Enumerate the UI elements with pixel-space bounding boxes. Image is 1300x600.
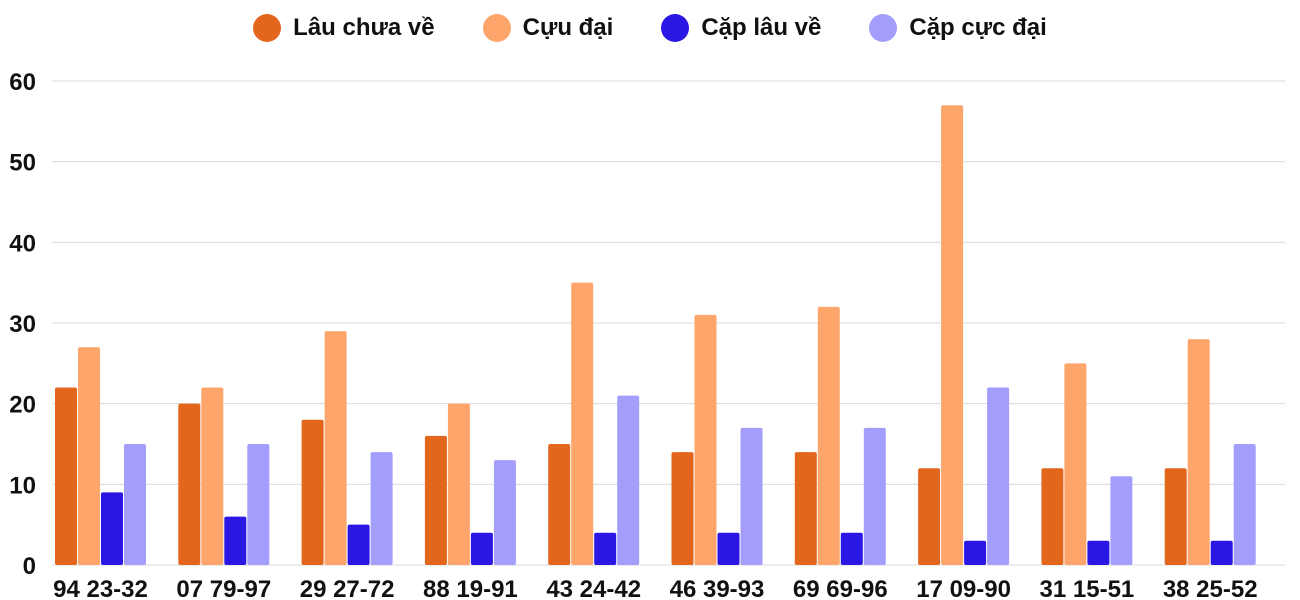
legend-item[interactable]: Cặp cực đại	[869, 14, 1047, 42]
bar[interactable]	[794, 452, 817, 565]
x-tick-label: 38 25-52	[1163, 576, 1258, 600]
bar[interactable]	[1164, 468, 1187, 565]
x-tick-label: 94 23-32	[53, 576, 148, 600]
bar[interactable]	[1110, 476, 1133, 565]
bar[interactable]	[370, 452, 393, 565]
y-tick-label: 20	[9, 392, 36, 419]
legend-label: Cặp lâu về	[701, 14, 822, 41]
y-tick-label: 0	[23, 553, 36, 580]
bar[interactable]	[124, 444, 146, 565]
y-tick-label: 60	[9, 69, 36, 96]
bar[interactable]	[617, 395, 640, 565]
bar[interactable]	[918, 468, 941, 565]
bar[interactable]	[301, 419, 324, 565]
x-tick-label: 07 79-97	[176, 576, 271, 600]
bar[interactable]	[470, 532, 493, 565]
legend-label: Cựu đại	[522, 14, 614, 41]
bar[interactable]	[817, 306, 840, 565]
y-axis: 0 10 20 30 40 50 60	[9, 69, 36, 580]
bar[interactable]	[347, 524, 370, 565]
x-tick-label: 46 39-93	[670, 576, 765, 600]
bar[interactable]	[447, 403, 470, 565]
legend-swatch-2	[661, 14, 690, 42]
bar[interactable]	[224, 516, 247, 565]
x-tick-label: 43 24-42	[546, 576, 641, 600]
bar[interactable]	[1064, 363, 1087, 565]
grid-lines	[52, 80, 1285, 566]
y-tick-label: 30	[9, 311, 36, 338]
x-axis: 94 23-32 07 79-97 29 27-72 88 19-91 43 24-42…	[53, 576, 1257, 600]
y-tick-label: 40	[9, 230, 36, 257]
legend-swatch-0	[253, 14, 282, 42]
bars	[55, 105, 1256, 565]
x-tick-label: 29 27-72	[300, 576, 395, 600]
bar[interactable]	[324, 331, 347, 565]
x-tick-label: 88 19-91	[423, 576, 518, 600]
bar[interactable]	[493, 460, 516, 565]
bar[interactable]	[863, 427, 886, 565]
y-tick-label: 10	[9, 472, 36, 499]
bar[interactable]	[840, 532, 863, 565]
x-tick-label: 31 15-51	[1040, 576, 1135, 600]
bar[interactable]	[178, 403, 201, 565]
bar[interactable]	[201, 387, 224, 565]
bar[interactable]	[55, 387, 77, 565]
bar[interactable]	[101, 492, 123, 565]
bar[interactable]	[548, 444, 571, 565]
bar[interactable]	[571, 282, 594, 565]
bar[interactable]	[1041, 468, 1064, 565]
legend-item[interactable]: Cặp lâu về	[661, 14, 821, 42]
legend-swatch-3	[869, 14, 898, 42]
bar[interactable]	[694, 314, 717, 565]
bar[interactable]	[941, 105, 964, 565]
legend-item[interactable]: Lâu chưa về	[253, 14, 435, 42]
bar[interactable]	[594, 532, 617, 565]
legend-item[interactable]: Cựu đại	[482, 14, 614, 42]
bar[interactable]	[671, 452, 694, 565]
legend-swatch-1	[482, 14, 511, 42]
x-tick-label: 69 69-96	[793, 576, 888, 600]
y-tick-label: 50	[9, 150, 36, 177]
bar[interactable]	[987, 387, 1010, 565]
legend-label: Lâu chưa về	[293, 14, 435, 41]
bar[interactable]	[740, 427, 763, 565]
x-tick-label: 17 09-90	[916, 576, 1011, 600]
bar[interactable]	[247, 444, 270, 565]
bar[interactable]	[424, 435, 447, 565]
bar[interactable]	[717, 532, 740, 565]
legend-label: Cặp cực đại	[909, 14, 1047, 41]
bar[interactable]	[1087, 540, 1110, 565]
bar[interactable]	[1233, 444, 1256, 565]
bar[interactable]	[1210, 540, 1233, 565]
bar[interactable]	[1187, 339, 1210, 565]
legend: Lâu chưa về Cựu đại Cặp lâu về Cặp cực đ…	[0, 14, 1300, 42]
bar[interactable]	[964, 540, 987, 565]
bar[interactable]	[78, 347, 100, 565]
